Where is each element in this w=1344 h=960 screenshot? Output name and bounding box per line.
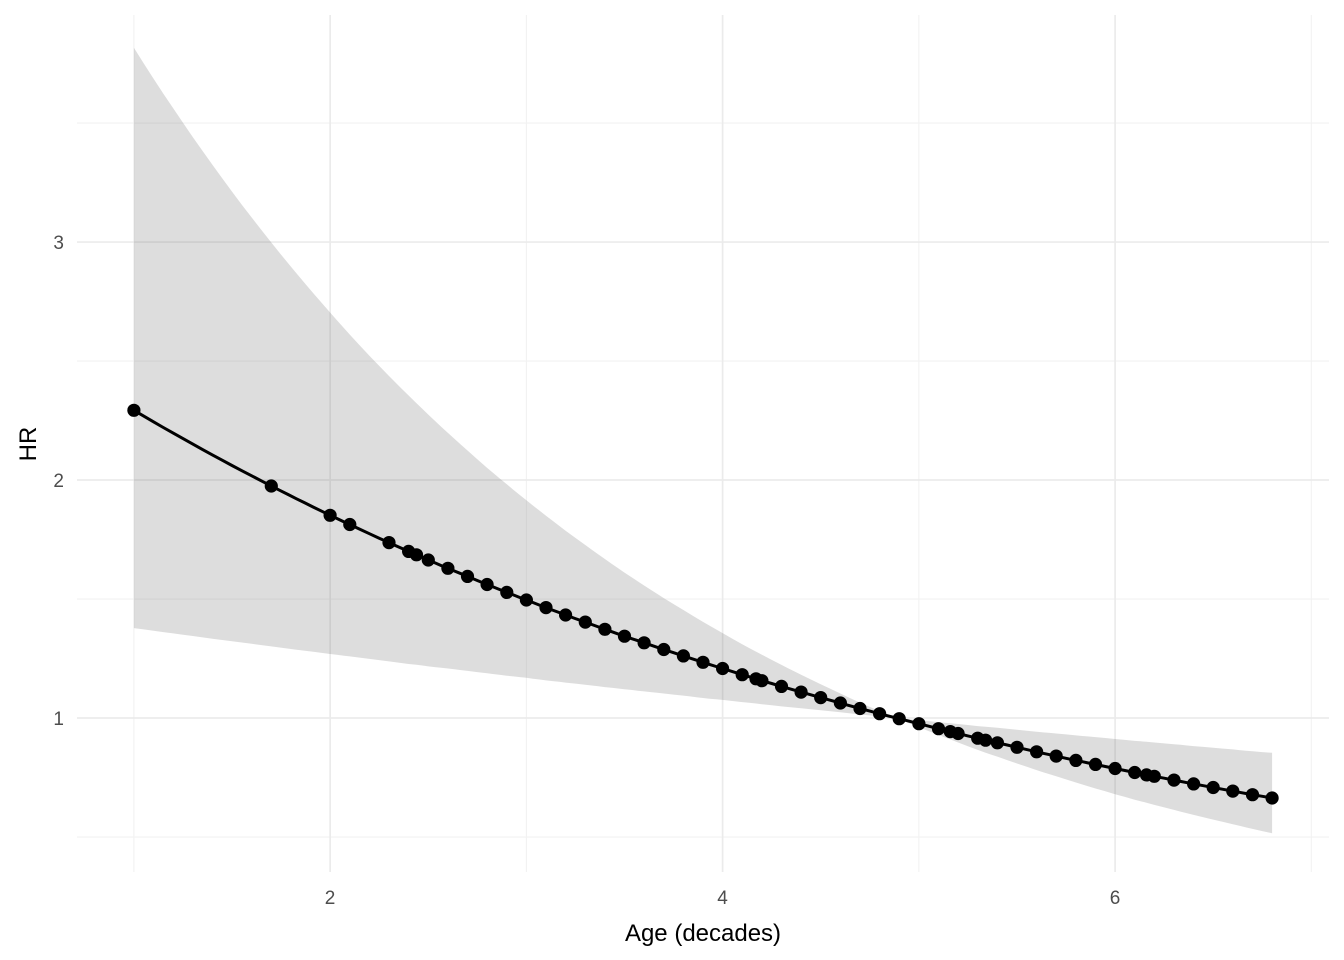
- data-point: [696, 655, 710, 669]
- data-point: [1108, 761, 1122, 776]
- confidence-ribbon: [133, 47, 1273, 834]
- data-point: [617, 629, 632, 643]
- data-point: [382, 536, 396, 550]
- data-point: [755, 674, 769, 688]
- data-point: [1226, 784, 1240, 798]
- data-points-layer: [127, 403, 1279, 805]
- data-point: [990, 736, 1005, 750]
- minor-gridlines: [77, 15, 1329, 872]
- y-axis-title: HR: [15, 427, 42, 462]
- x-tick-label: 2: [325, 888, 336, 909]
- data-point: [979, 733, 993, 747]
- data-point: [519, 593, 534, 607]
- data-point: [774, 679, 789, 694]
- data-point: [559, 608, 573, 622]
- data-point: [409, 548, 424, 562]
- data-point: [892, 712, 906, 726]
- data-point: [1206, 780, 1220, 795]
- data-point: [951, 726, 965, 741]
- data-point: [1265, 791, 1279, 805]
- data-point: [637, 636, 651, 650]
- data-point: [323, 508, 337, 522]
- data-point: [1088, 757, 1103, 772]
- data-point: [1187, 777, 1201, 791]
- data-point: [1147, 769, 1161, 783]
- data-point: [873, 707, 887, 721]
- data-point: [1245, 788, 1260, 802]
- data-point: [127, 403, 141, 417]
- data-point: [676, 649, 691, 663]
- data-point: [1128, 765, 1142, 780]
- data-point: [814, 691, 828, 705]
- x-axis-title: Age (decades): [625, 920, 781, 947]
- data-point: [480, 577, 494, 592]
- data-point: [1030, 745, 1044, 759]
- data-point: [1049, 749, 1063, 763]
- tick-labels: 2 4 6 1 2 3: [53, 233, 1120, 909]
- data-point: [657, 642, 671, 657]
- data-point: [441, 561, 455, 575]
- data-point: [1069, 753, 1083, 768]
- data-point: [833, 696, 848, 710]
- data-point: [912, 717, 926, 731]
- confidence-ribbon-layer: [133, 47, 1273, 834]
- data-point: [1010, 740, 1024, 754]
- data-point: [853, 701, 867, 716]
- data-point: [578, 615, 592, 629]
- x-tick-label: 6: [1110, 888, 1121, 909]
- x-tick-label: 4: [717, 888, 728, 909]
- data-point: [598, 622, 612, 636]
- data-point: [1167, 773, 1181, 787]
- y-tick-label: 2: [53, 471, 64, 492]
- data-point: [264, 479, 278, 493]
- data-point: [931, 722, 946, 736]
- data-point: [500, 585, 514, 600]
- y-tick-label: 3: [53, 233, 64, 254]
- data-point: [421, 553, 435, 567]
- data-point: [716, 661, 730, 676]
- y-tick-label: 1: [53, 709, 64, 730]
- major-gridlines: [77, 15, 1329, 872]
- data-point: [794, 685, 808, 699]
- data-point: [735, 668, 749, 682]
- data-point: [343, 517, 357, 532]
- data-point: [539, 601, 553, 615]
- data-point: [460, 569, 475, 584]
